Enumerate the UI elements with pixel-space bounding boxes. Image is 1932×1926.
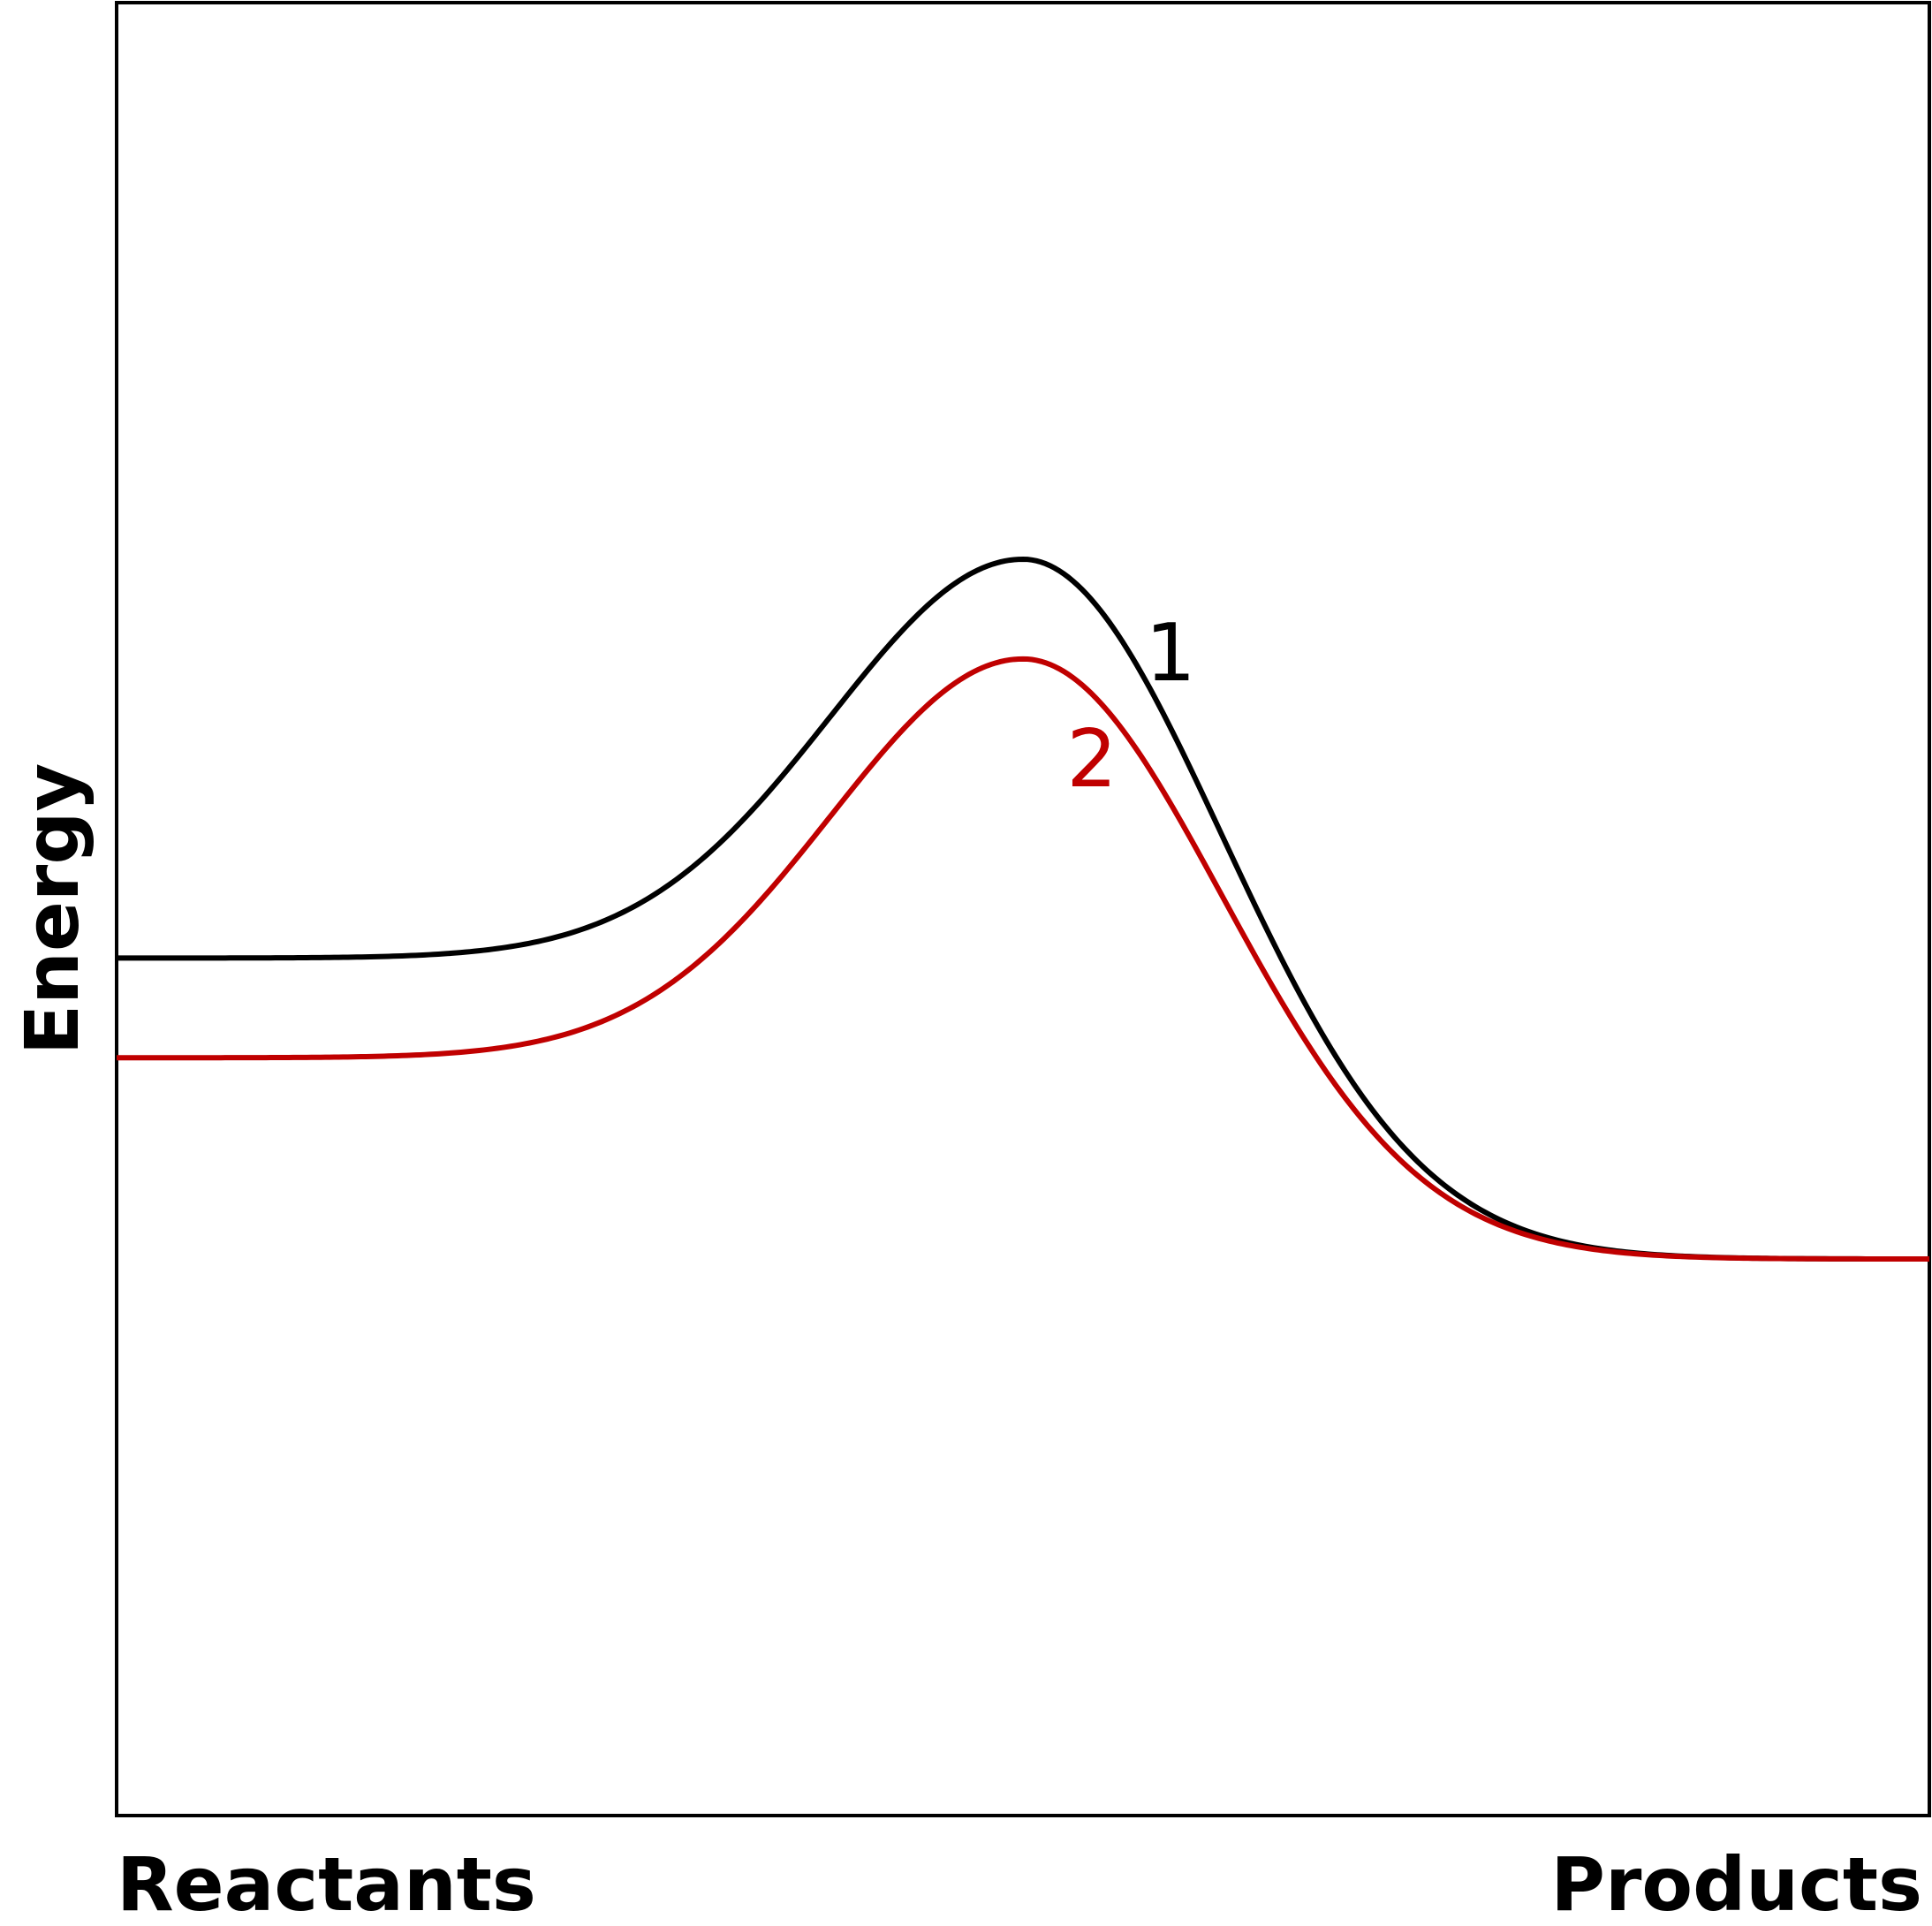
y-axis-label: Energy (9, 763, 95, 1055)
x-axis-label-reactants: Reactants (117, 1841, 536, 1926)
curve-2-label: 2 (1066, 713, 1117, 806)
plot-frame (115, 1, 1931, 1817)
x-axis-label-products: Products (1550, 1841, 1922, 1926)
curve-1-line (117, 556, 1929, 1263)
curve-2-line (117, 656, 1930, 1263)
curve-1-label: 1 (1145, 607, 1195, 700)
